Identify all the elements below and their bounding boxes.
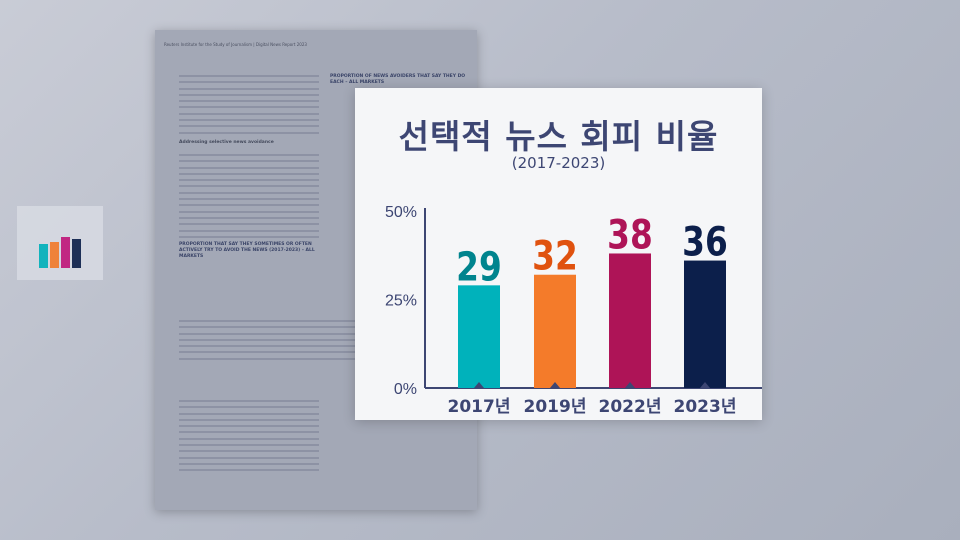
bar-2017년 [458,285,500,388]
chart-title: 선택적 뉴스 회피 비율 [398,117,719,156]
bar-base-marker [625,382,635,388]
bar-base-marker [550,382,560,388]
x-tick-label: 2019년 [524,397,587,417]
data-label: 38 [607,211,653,258]
document-header: Reuters Institute for the Study of Journ… [164,42,307,47]
bar-2023년 [684,260,726,388]
data-label: 36 [682,218,728,265]
x-tick-label: 2017년 [448,397,511,417]
data-label: 29 [456,243,502,290]
chart-subtitle: (2017-2023) [511,154,606,172]
mini-chart-highlight [17,206,103,280]
bar-chart: 0% 25% 50% 29 2017년 32 2019년 38 2022년 36 2023년 [385,204,762,417]
paragraph-lines [179,400,319,476]
y-tick-label: 0% [394,381,417,398]
y-tick-label: 25% [385,293,417,310]
chart-card: 선택적 뉴스 회피 비율 (2017-2023) 0% 25% 50% 29 2017년… [355,88,762,420]
data-label: 32 [532,233,578,280]
right-chart-title: PROPORTION OF NEWS AVOIDERS THAT SAY THE… [330,74,466,85]
paragraph-lines [179,75,319,138]
bar-2022년 [609,253,651,388]
x-tick-label: 2023년 [674,397,737,417]
left-chart-title: PROPORTION THAT SAY THEY SOMETIMES OR OF… [179,242,315,259]
bar-base-marker [700,382,710,388]
x-tick-label: 2022년 [599,397,662,417]
section-heading: Addressing selective news avoidance [179,140,274,145]
paragraph-lines [179,154,319,242]
bar-2019년 [534,274,576,388]
y-tick-label: 50% [385,204,417,221]
table-lines [179,320,469,364]
bar-base-marker [474,382,484,388]
